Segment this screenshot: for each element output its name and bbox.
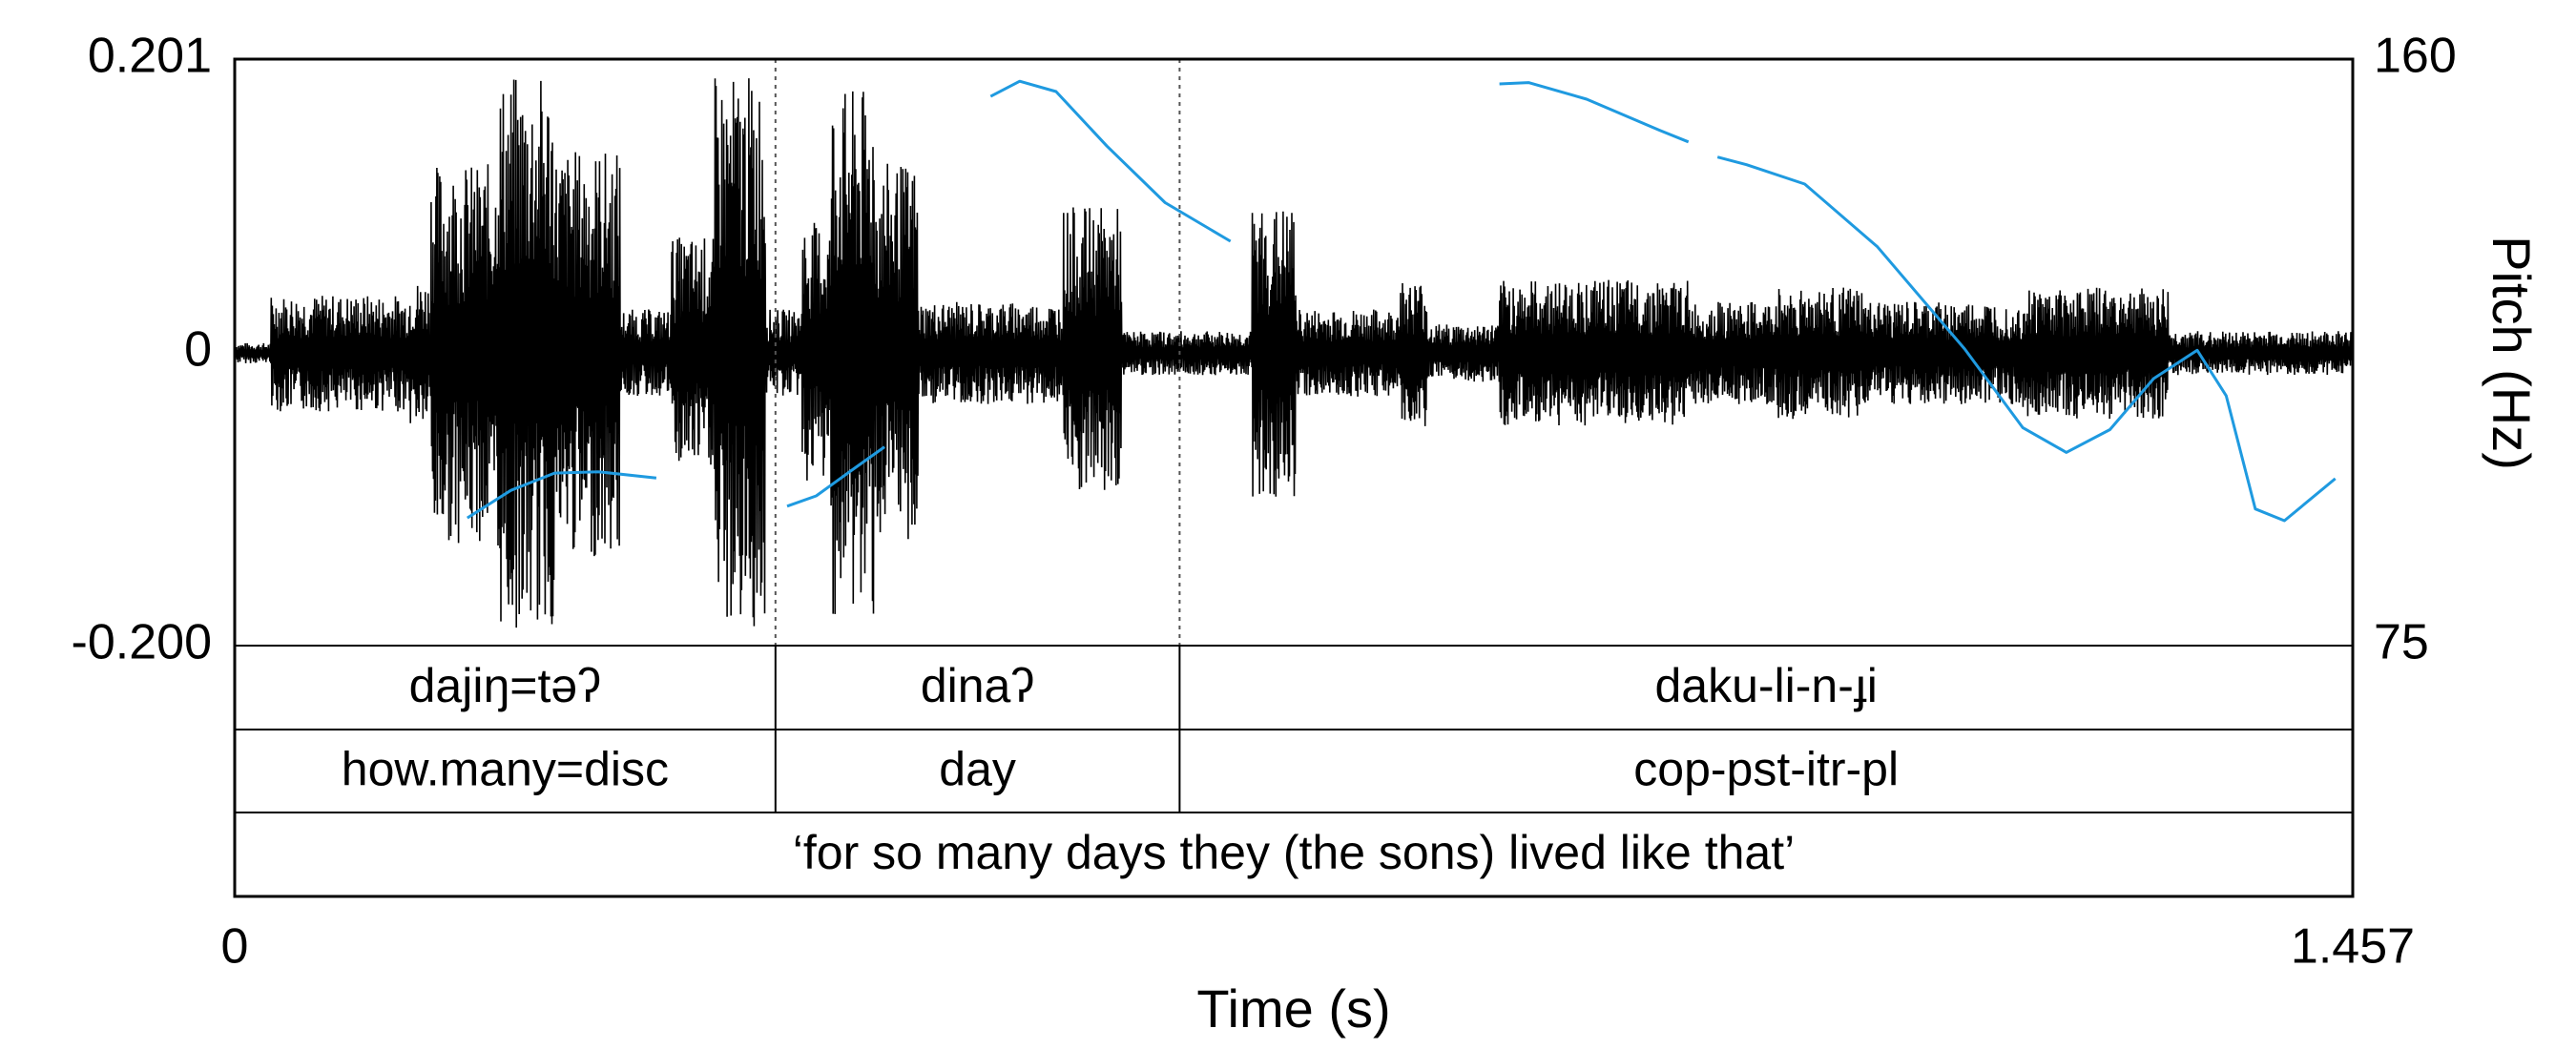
x-axis-title: Time (s) <box>1196 978 1390 1039</box>
pitch-segment-2 <box>786 445 885 508</box>
tier-words-cell-2: dinaʔ <box>921 659 1035 712</box>
waveform-trace <box>234 78 2354 628</box>
tier-words-cell-3: daku-li-n-ɟi <box>1654 659 1877 712</box>
pitch-segment-1 <box>466 470 657 520</box>
amp-tick-bottom: -0.200 <box>72 615 212 670</box>
tier-gloss-cell-1: how.many=disc <box>342 743 669 796</box>
pitch-tick-bottom: 75 <box>2374 615 2429 670</box>
waveform <box>234 78 2354 628</box>
pitch-segment-5 <box>1716 155 2337 523</box>
x-tick-start: 0 <box>221 919 249 975</box>
pitch-contour <box>466 79 2337 523</box>
pitch-segment-4 <box>1499 81 1690 144</box>
pitch-segment-3 <box>989 79 1232 243</box>
tier-gloss-cell-3: cop-pst-itr-pl <box>1633 743 1899 796</box>
tier-gloss-cell-2: day <box>939 743 1016 796</box>
pitch-tick-top: 160 <box>2374 29 2457 84</box>
amp-tick-zero: 0 <box>184 322 212 378</box>
x-tick-end: 1.457 <box>2291 919 2415 975</box>
tier-translation-cell-1: ‘for so many days they (the sons) lived … <box>793 826 1795 879</box>
y-axis-right-title: Pitch (Hz) <box>2482 236 2542 470</box>
annotation-tiers: dajiŋ=təʔ dinaʔ daku-li-n-ɟi how.many=disc d… <box>342 659 1899 879</box>
tier-words-cell-1: dajiŋ=təʔ <box>409 659 602 712</box>
amp-tick-top: 0.201 <box>88 29 212 84</box>
plot-frame <box>233 57 2355 898</box>
